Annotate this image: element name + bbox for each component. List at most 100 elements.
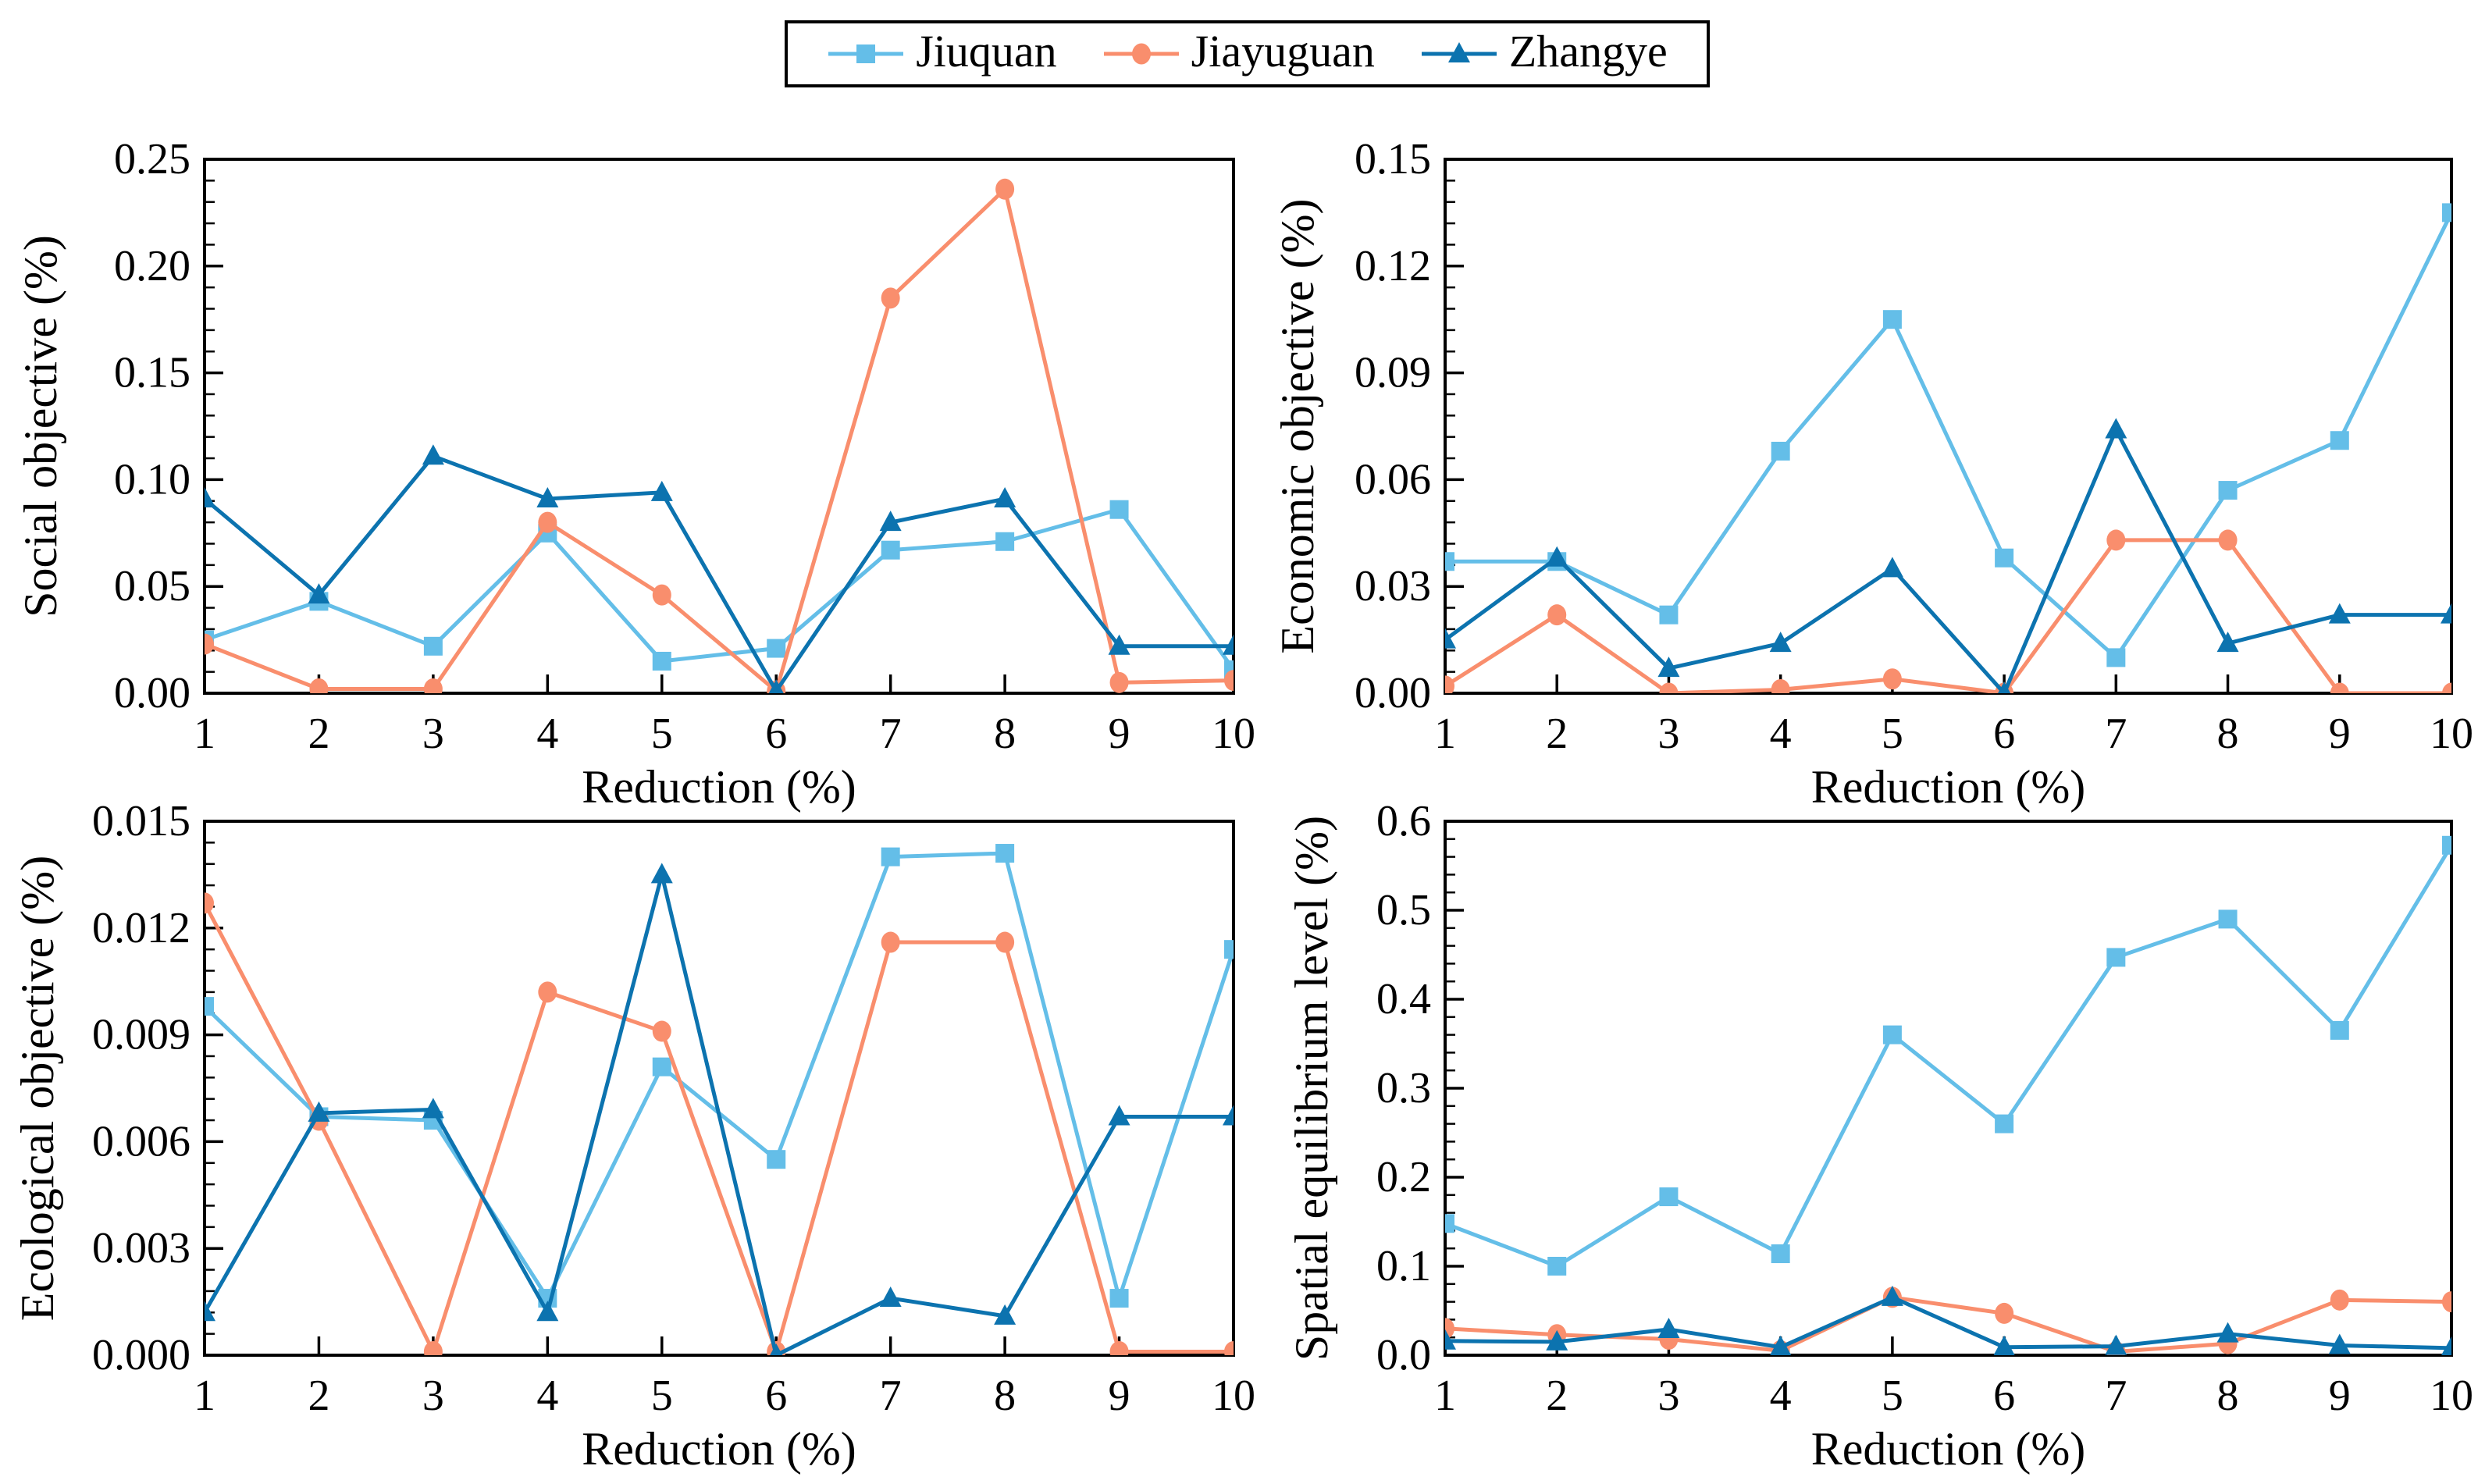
square-marker-icon [1995, 1114, 2014, 1133]
square-marker-icon [2330, 1020, 2349, 1040]
circle-marker-icon [1882, 668, 1902, 690]
x-tick-label: 7 [880, 1372, 902, 1420]
triangle-marker-icon [1993, 1335, 2015, 1355]
square-marker-icon [1771, 1244, 1790, 1264]
triangle-marker-icon [2216, 632, 2239, 653]
circle-marker-icon [2442, 682, 2451, 693]
x-tick-label: 7 [880, 710, 902, 758]
series-jiayuguan [205, 892, 1234, 1355]
x-tick-label: 1 [194, 710, 215, 758]
circle-marker-icon [2442, 1291, 2451, 1313]
triangle-marker-icon [768, 679, 784, 693]
x-tick-label: 10 [1212, 710, 1255, 758]
y-tick-label: 0.015 [92, 797, 190, 845]
circle-marker-icon [1109, 1340, 1129, 1355]
x-tick-label: 1 [1434, 1372, 1456, 1420]
chart-economic: 0.00 0.03 0.06 0.09 0.12 0.15 1 2 3 4 5 6 7 8 9 10 Reduc… [1272, 135, 2473, 813]
legend-item-jiayuguan: Jiayuguan [1102, 29, 1375, 79]
y-tick-label: 0.10 [114, 455, 190, 504]
square-marker-icon [1882, 1025, 1902, 1044]
series-line [1445, 212, 2451, 661]
x-tick-label: 5 [651, 710, 673, 758]
triangle-marker-icon [650, 480, 673, 501]
square-marker-icon [2106, 948, 2126, 967]
square-marker-icon [881, 847, 900, 867]
triangle-marker-icon [1223, 1105, 1234, 1126]
series-line [1445, 538, 2451, 693]
legend-item-zhangye: Zhangye [1420, 29, 1668, 79]
y-tick-label: 0.2 [1376, 1153, 1431, 1201]
circle-marker-icon [1224, 670, 1234, 692]
triangle-marker-icon [2441, 1336, 2451, 1355]
triangle-marker-icon [308, 1101, 330, 1122]
circle-marker-icon [1771, 678, 1790, 693]
legend-label: Zhangye [1508, 26, 1668, 77]
series-line [1445, 1295, 2451, 1351]
series-line [205, 874, 1234, 1355]
triangle-marker-icon [1108, 1105, 1130, 1126]
circle-marker-icon [881, 287, 900, 309]
triangle-marker-icon [205, 487, 215, 508]
x-tick-label: 10 [1212, 1372, 1255, 1420]
y-tick-label: 0.3 [1376, 1064, 1431, 1112]
triangle-marker-icon [1546, 1329, 1568, 1351]
x-tick-label: 6 [765, 1372, 787, 1420]
triangle-marker-icon [1445, 1329, 1456, 1350]
circle-marker-icon [309, 678, 329, 693]
circle-marker-icon [423, 1340, 443, 1355]
y-axis-title: Spatial equilibrium level (%) [1286, 816, 1337, 1361]
square-marker-icon [205, 997, 214, 1016]
y-tick-label: 0.06 [1355, 455, 1431, 504]
triangle-marker-icon [650, 863, 673, 884]
triangle-marker-icon [1108, 634, 1130, 655]
square-marker-icon [1882, 310, 1902, 329]
y-tick-label: 0.1 [1376, 1242, 1431, 1290]
plot-frame [203, 820, 1235, 1357]
x-tick-label: 5 [1882, 1372, 1903, 1420]
triangle-marker-icon [1769, 632, 1792, 653]
y-tick-label: 0.6 [1376, 797, 1431, 845]
y-tick-label: 0.25 [114, 135, 190, 183]
triangle-marker-icon [205, 1301, 215, 1322]
triangle-marker-icon [536, 1301, 559, 1322]
series-jiayuguan [205, 178, 1234, 693]
triangle-marker-icon [2216, 1322, 2239, 1343]
triangle-marker-icon [770, 1343, 783, 1355]
circle-marker-icon [1109, 671, 1129, 693]
square-marker-icon [1771, 441, 1790, 461]
triangle-marker-icon [1421, 42, 1497, 62]
square-marker-icon [828, 44, 904, 63]
square-marker-icon [2218, 481, 2238, 500]
triangle-marker-icon [2105, 418, 2127, 439]
square-marker-icon [1109, 500, 1129, 519]
triangle-marker-icon [1770, 1335, 1792, 1355]
y-tick-label: 0.00 [114, 669, 190, 717]
x-tick-label: 8 [2217, 710, 2239, 758]
y-tick-label: 0.000 [92, 1331, 190, 1379]
y-tick-label: 0.003 [92, 1224, 190, 1272]
circle-marker-icon [1995, 1302, 2014, 1324]
x-axis-title: Reduction (%) [1811, 1423, 2086, 1475]
y-tick-label: 0.05 [114, 562, 190, 610]
x-axis-title: Reduction (%) [582, 1423, 856, 1475]
series-line [1445, 844, 2451, 1269]
triangle-marker-icon [2441, 603, 2451, 624]
triangle-marker-icon [422, 1098, 444, 1119]
y-tick-label: 0.20 [114, 242, 190, 290]
x-tick-label: 9 [1109, 1372, 1130, 1420]
circle-marker-icon [1659, 682, 1679, 693]
x-tick-label: 3 [1657, 710, 1679, 758]
circle-marker-icon [2218, 529, 2238, 551]
x-tick-label: 9 [2329, 1372, 2351, 1420]
square-marker-icon [1224, 940, 1234, 959]
x-tick-label: 4 [1770, 1372, 1792, 1420]
triangle-marker-icon [536, 487, 559, 508]
square-marker-icon [995, 844, 1015, 863]
square-marker-icon [2330, 431, 2349, 450]
legend: Jiuquan Jiayuguan Zhangye [785, 20, 1710, 87]
square-marker-icon [856, 44, 876, 63]
square-marker-icon [423, 636, 443, 656]
x-tick-label: 3 [422, 1372, 444, 1420]
triangle-marker-icon [879, 1286, 902, 1308]
square-marker-icon [2218, 909, 2238, 929]
